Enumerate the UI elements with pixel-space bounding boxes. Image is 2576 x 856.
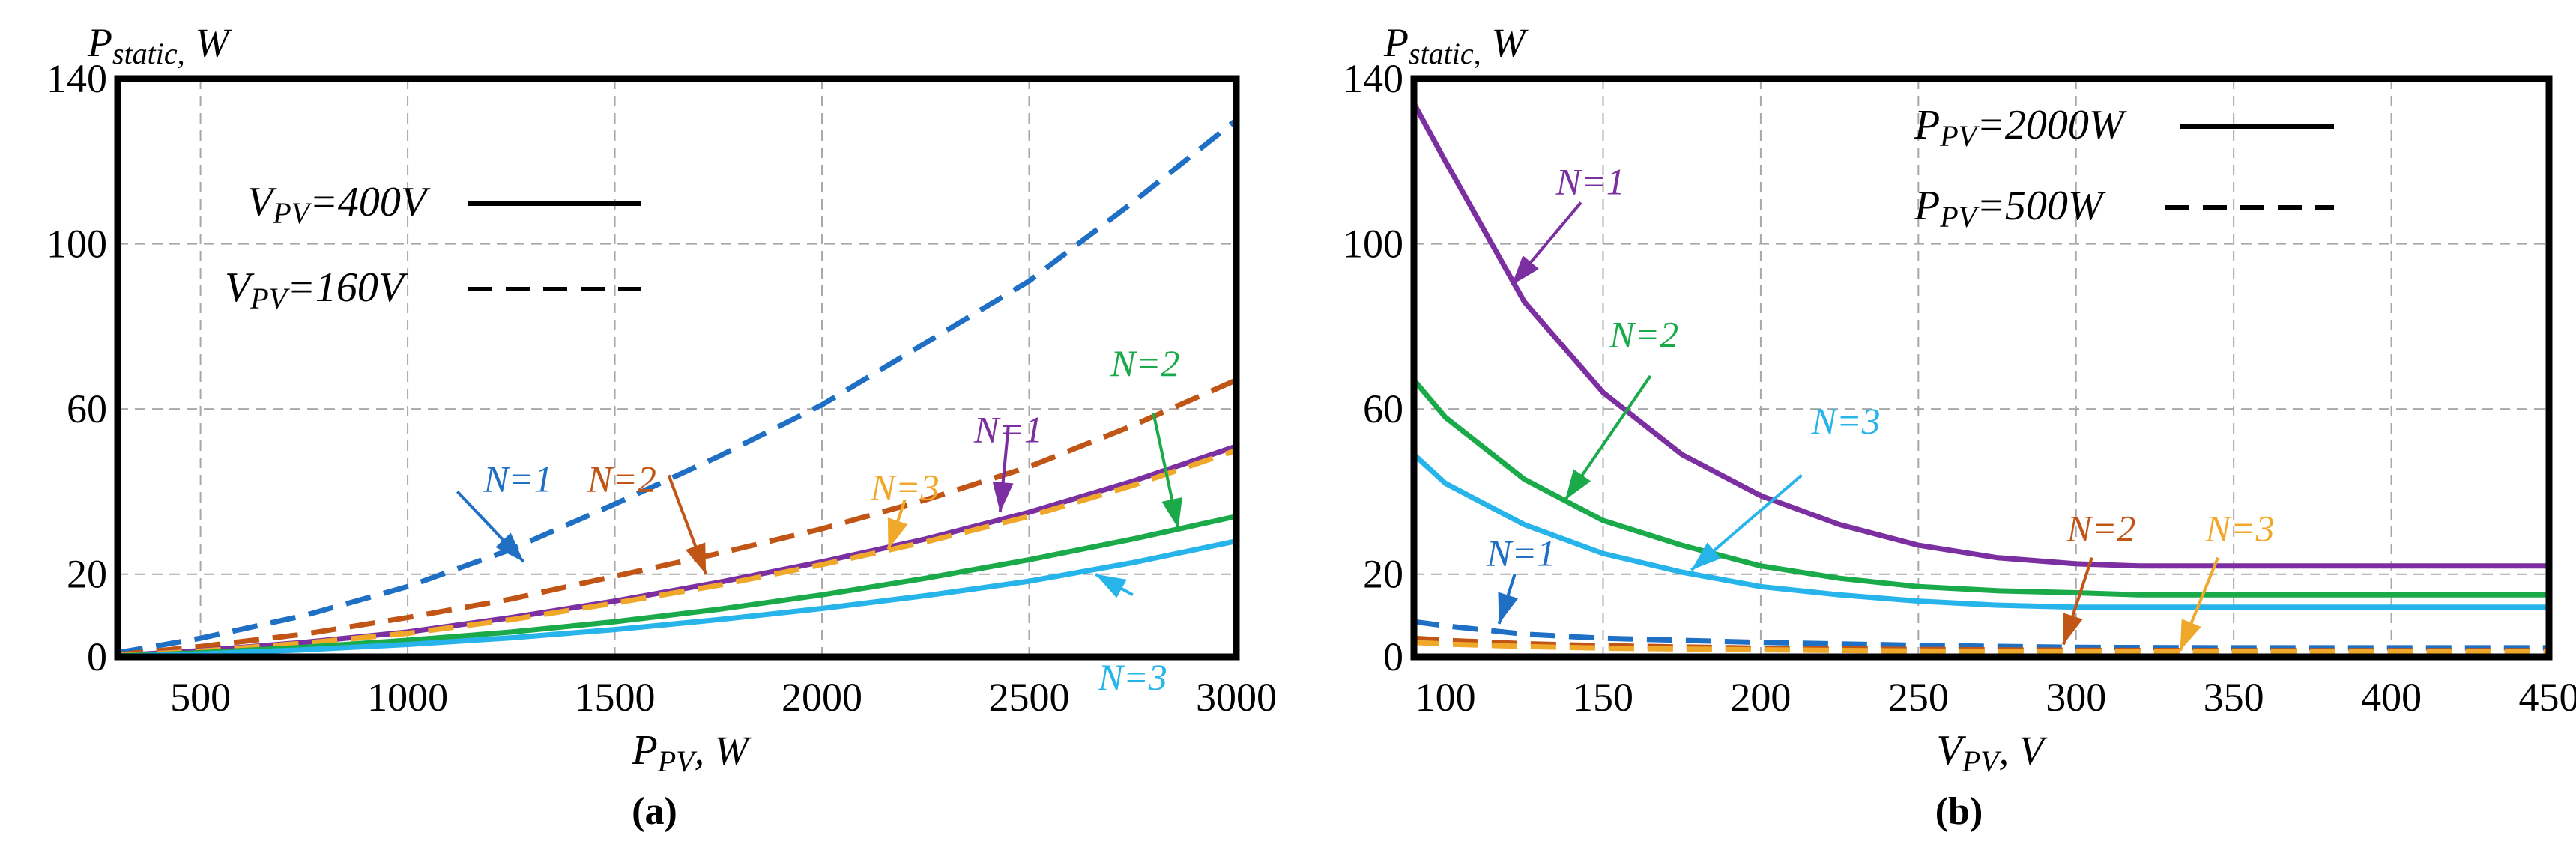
x-tick-label: 350: [2204, 675, 2264, 720]
y-axis-title: Pstatic, W: [87, 20, 233, 70]
y-title-sub: static,: [1409, 37, 1481, 70]
annotation-label: N=2: [1110, 342, 1179, 384]
y-tick-label: 100: [46, 222, 107, 267]
y-axis-title: Pstatic, W: [1383, 20, 1529, 70]
y-tick-label: 60: [67, 386, 107, 431]
x-tick-label: 2500: [989, 675, 1070, 720]
x-title-main: P: [632, 727, 658, 774]
y-title-unit: W: [1492, 20, 1529, 65]
legend-rest: =500W: [1977, 183, 2106, 229]
annotation-label: N=1: [973, 408, 1043, 450]
annotation-label: N=2: [587, 458, 656, 500]
plot-area: [118, 79, 1236, 657]
annotation-label: N=3: [1098, 656, 1167, 698]
x-tick-label: 400: [2361, 675, 2422, 720]
annotation-label: N=3: [2205, 508, 2275, 550]
annotation-label: N=2: [1609, 313, 1678, 355]
x-title-unit: , V: [1999, 728, 2049, 773]
x-tick-label: 100: [1415, 675, 1476, 720]
x-title-unit: , W: [695, 728, 752, 773]
x-tick-label: 150: [1573, 675, 1633, 720]
y-tick-label: 0: [87, 634, 107, 679]
legend-main: P: [1914, 102, 1940, 148]
annotation-label: N=3: [870, 466, 940, 508]
x-title-sub: PV: [1962, 744, 2002, 778]
y-title-main: P: [1383, 20, 1409, 65]
panel-caption: (b): [1935, 790, 1983, 833]
x-tick-label: 300: [2046, 675, 2106, 720]
legend-rest: =400V: [309, 179, 431, 225]
y-title-main: P: [87, 20, 112, 65]
annotation-label: N=2: [2066, 508, 2135, 550]
legend-sub: PV: [250, 282, 290, 315]
annotation-label: N=1: [1486, 532, 1555, 574]
annotation-label: N=1: [483, 458, 553, 500]
legend-main: P: [1914, 183, 1940, 229]
x-tick-label: 1000: [367, 675, 448, 720]
legend-sub: PV: [272, 196, 312, 230]
x-tick-label: 2000: [781, 675, 862, 720]
annotation-label: N=3: [1810, 400, 1880, 442]
legend-sub: PV: [1939, 119, 1980, 153]
x-tick-label: 450: [2519, 675, 2576, 720]
x-tick-label: 200: [1730, 675, 1791, 720]
x-axis-title: PPV, W: [632, 727, 752, 778]
y-tick-label: 20: [1363, 552, 1403, 597]
x-title-sub: PV: [657, 744, 698, 778]
y-title-unit: W: [196, 20, 233, 65]
legend-sub: PV: [1939, 200, 1980, 234]
annotation-label: N=1: [1555, 160, 1625, 202]
y-tick-label: 20: [67, 552, 107, 597]
legend-rest: =160V: [287, 264, 408, 311]
x-tick-label: 1500: [575, 675, 656, 720]
y-tick-label: 60: [1363, 386, 1403, 431]
y-tick-label: 0: [1383, 634, 1403, 679]
x-axis-title: VPV, V: [1937, 727, 2049, 778]
x-tick-label: 500: [170, 675, 231, 720]
legend-rest: =2000W: [1977, 102, 2127, 148]
y-title-sub: static,: [112, 37, 185, 70]
x-tick-label: 250: [1888, 675, 1949, 720]
y-tick-label: 100: [1343, 222, 1403, 267]
x-tick-label: 3000: [1196, 675, 1277, 720]
panel-caption: (a): [632, 790, 677, 833]
